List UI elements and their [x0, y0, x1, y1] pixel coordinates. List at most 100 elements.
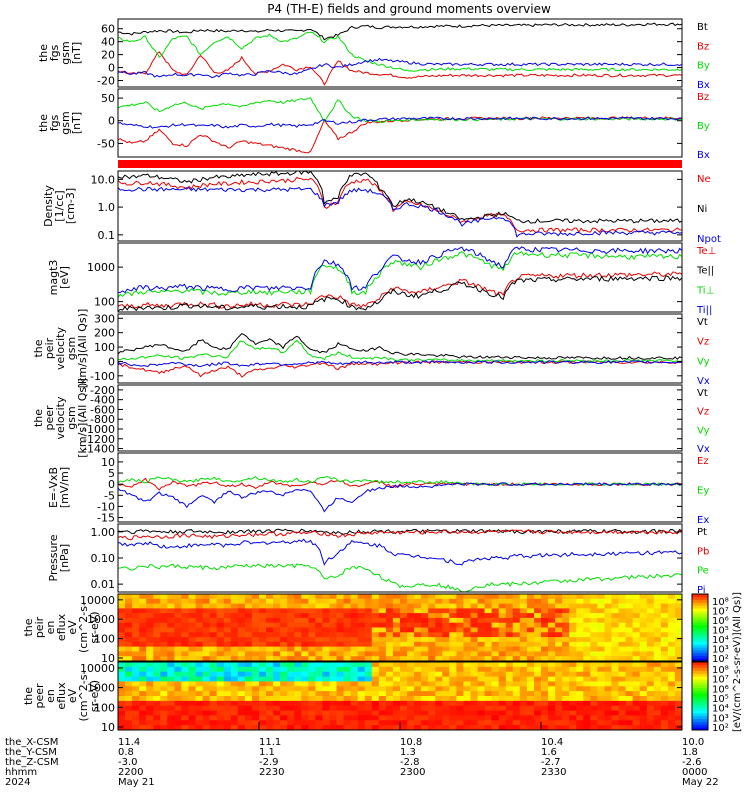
- spectrogram-cell: [364, 710, 373, 716]
- spectrogram-cell: [604, 700, 612, 707]
- spectrogram-cell: [343, 715, 352, 721]
- spectrogram-cell: [576, 637, 584, 643]
- spectrogram-cell: [139, 622, 147, 628]
- spectrogram-cell: [400, 686, 408, 692]
- spectrogram-cell: [251, 725, 260, 731]
- y-axis-label: eflux: [55, 682, 68, 710]
- spectrogram-cell: [625, 676, 634, 682]
- spectrogram-cell: [562, 686, 570, 692]
- spectrogram-cell: [315, 613, 323, 619]
- spectrogram-cell: [301, 656, 309, 662]
- spectrogram-cell: [350, 671, 359, 678]
- spectrogram-cell: [132, 671, 140, 678]
- spectrogram-cell: [350, 656, 359, 662]
- spectrogram-cell: [167, 656, 175, 662]
- spectrogram-cell: [230, 641, 239, 648]
- colorbar-cell: [692, 715, 708, 720]
- spectrogram-cell: [428, 720, 436, 726]
- spectrogram-cell: [569, 681, 577, 687]
- spectrogram-cell: [118, 617, 126, 624]
- spectrogram-cell: [548, 622, 556, 628]
- spectrogram-cell: [378, 671, 387, 678]
- spectrogram-cell: [407, 662, 415, 668]
- spectrogram-cell: [470, 627, 478, 633]
- spectrogram-cell: [421, 646, 429, 652]
- spectrogram-cell: [653, 613, 662, 619]
- spectrogram-cell: [132, 603, 140, 609]
- spectrogram-cell: [646, 686, 655, 692]
- spectrogram-cell: [301, 651, 309, 657]
- spectrogram-cell: [336, 696, 344, 702]
- spectrogram-cell: [259, 656, 267, 662]
- spectrogram-cell: [618, 656, 626, 662]
- spectrogram-cell: [625, 686, 634, 692]
- colorbar-cell: [692, 684, 708, 688]
- spectrogram-cell: [230, 646, 239, 652]
- spectrogram-cell: [336, 603, 344, 609]
- spectrogram-cell: [364, 691, 373, 697]
- spectrogram-cell: [308, 622, 316, 628]
- spectrogram-cell: [244, 686, 253, 692]
- spectrogram-cell: [230, 666, 239, 673]
- spectrogram-cell: [512, 720, 521, 726]
- spectrogram-cell: [618, 700, 626, 707]
- spectrogram-cell: [541, 676, 549, 682]
- spectrogram-cell: [611, 594, 619, 600]
- spectrogram-cell: [512, 603, 521, 609]
- spectrogram-cell: [195, 641, 204, 648]
- spectrogram-cell: [181, 594, 189, 600]
- spectrogram-cell: [449, 656, 457, 662]
- spectrogram-cell: [470, 598, 478, 605]
- spectrogram-cell: [646, 705, 655, 712]
- spectrogram-cell: [371, 705, 380, 712]
- spectrogram-cell: [322, 632, 330, 638]
- spectrogram-cell: [259, 613, 267, 619]
- spectrogram-cell: [357, 656, 366, 662]
- spectrogram-cell: [336, 627, 344, 633]
- spectrogram-cell: [498, 691, 507, 697]
- spectrogram-cell: [484, 656, 493, 662]
- spectrogram-cell: [421, 666, 429, 673]
- spectrogram-cell: [174, 651, 182, 657]
- spectrogram-cell: [343, 656, 352, 662]
- spectrogram-cell: [153, 715, 161, 721]
- spectrogram-cell: [153, 666, 161, 673]
- spectrogram-cell: [470, 725, 478, 731]
- spectrogram-cell: [512, 594, 521, 600]
- spectrogram-cell: [611, 613, 619, 619]
- y-tick-label: -400: [90, 394, 115, 407]
- spectrogram-cell: [273, 720, 281, 726]
- spectrogram-cell: [132, 598, 140, 605]
- spectrogram-cell: [322, 671, 330, 678]
- spectrogram-cell: [350, 641, 359, 648]
- spectrogram-cell: [667, 676, 676, 682]
- spectrogram-cell: [371, 637, 380, 643]
- spectrogram-cell: [322, 676, 330, 682]
- spectrogram-cell: [125, 700, 133, 707]
- spectrogram-cell: [392, 676, 401, 682]
- spectrogram-cell: [336, 676, 344, 682]
- spectrogram-cell: [541, 598, 549, 605]
- spectrogram-cell: [632, 720, 641, 726]
- spectrogram-cell: [287, 696, 295, 702]
- spectrogram-cell: [237, 608, 246, 614]
- spectrogram-cell: [632, 662, 641, 668]
- spectrogram-cell: [188, 646, 196, 652]
- spectrogram-cell: [632, 603, 641, 609]
- spectrogram-cell: [456, 715, 464, 721]
- spectrogram-cell: [498, 637, 507, 643]
- spectrogram-cell: [160, 613, 168, 619]
- spectrogram-cell: [202, 700, 211, 707]
- spectrogram-cell: [611, 641, 619, 648]
- spectrogram-cell: [273, 598, 281, 605]
- spectrogram-cell: [611, 710, 619, 716]
- spectrogram-cell: [167, 603, 175, 609]
- spectrogram-cell: [174, 671, 182, 678]
- spectrogram-cell: [167, 686, 175, 692]
- spectrogram-cell: [442, 662, 450, 668]
- spectrogram-cell: [555, 720, 563, 726]
- spectrogram-cell: [181, 617, 189, 624]
- spectrogram-cell: [562, 725, 570, 731]
- spectrogram-cell: [548, 715, 556, 721]
- spectrogram-cell: [336, 715, 344, 721]
